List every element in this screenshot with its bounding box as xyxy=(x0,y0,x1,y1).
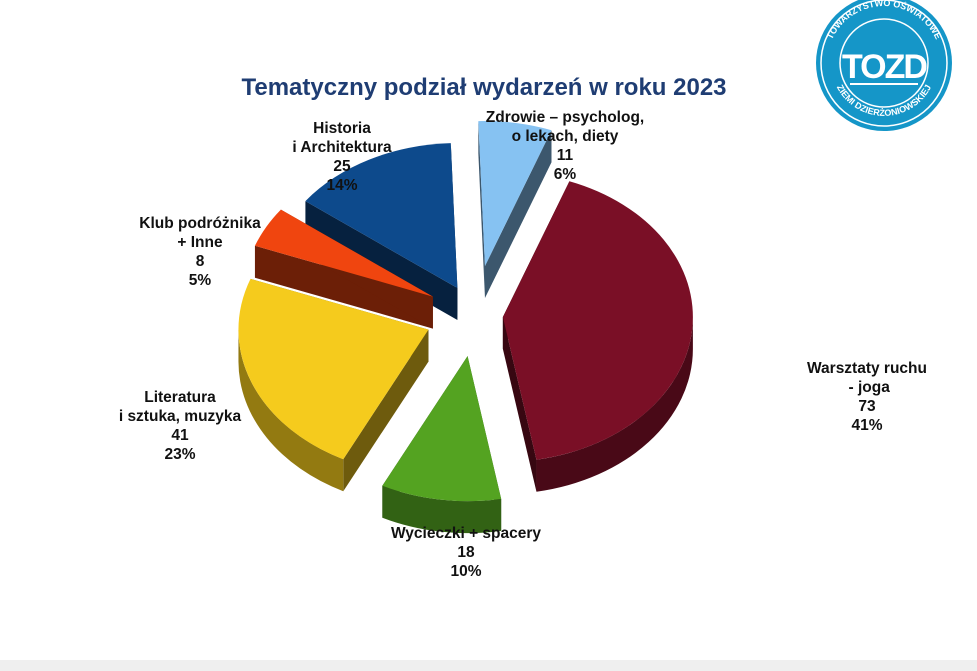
slice-label-percent: 41% xyxy=(851,417,882,434)
slice-side-wall xyxy=(502,317,537,492)
slice-side-wall xyxy=(478,121,485,299)
slice-top xyxy=(305,143,458,289)
slice-label: Wycieczki + spacery 18 10% xyxy=(391,525,541,580)
slice-top xyxy=(502,181,693,460)
slice-label-value: 8 xyxy=(196,253,205,270)
slice-label: Klub podróżnika + Inne 8 5% xyxy=(139,215,261,289)
slice-side-wall xyxy=(343,329,429,492)
pie-slices xyxy=(238,121,693,534)
slice-label-name: Literatura xyxy=(144,389,216,406)
slice-side-wall xyxy=(484,130,552,299)
pie-slice xyxy=(502,181,693,492)
pie-slice xyxy=(254,209,433,329)
chart-title: Tematyczny podział wydarzeń w roku 2023 xyxy=(241,74,726,101)
logo: TOWARZYSTWO OŚWIATOWE ZIEMI DZIERŻONIOWS… xyxy=(816,0,952,131)
slice-top xyxy=(238,278,429,460)
slice-rim xyxy=(382,485,502,534)
slice-label: Historia i Architektura 25 14% xyxy=(292,120,392,194)
slice-label-percent: 6% xyxy=(554,166,577,183)
pie-slice xyxy=(382,356,502,534)
slice-label-name: Klub podróżnika xyxy=(139,215,261,232)
slice-label-name: i sztuka, muzyka xyxy=(119,408,242,425)
slice-label-percent: 23% xyxy=(164,446,195,463)
slice-label: Zdrowie – psycholog, o lekach, diety 11 6% xyxy=(486,109,644,183)
slice-label-percent: 14% xyxy=(326,177,357,194)
slice-label-name: Zdrowie – psycholog, xyxy=(486,109,644,126)
slice-rim xyxy=(238,329,344,492)
pie-slice xyxy=(478,121,552,299)
slice-label-name: - joga xyxy=(844,379,890,396)
slice-label: Literatura i sztuka, muzyka 41 23% xyxy=(119,389,242,463)
logo-mark: TOZD xyxy=(842,48,927,86)
slice-label-value: 18 xyxy=(457,544,475,561)
slice-rim xyxy=(536,317,693,492)
slice-label-value: 73 xyxy=(858,398,876,415)
logo-disc xyxy=(816,0,952,131)
slice-label-name: + Inne xyxy=(177,234,223,251)
slice-label: Warsztaty ruchu - joga 73 41% xyxy=(807,360,927,434)
slice-side-wall xyxy=(254,245,433,329)
slice-label-value: 41 xyxy=(171,427,189,444)
slice-top xyxy=(478,121,552,267)
slice-label-value: 25 xyxy=(333,158,351,175)
slice-label-name: i Architektura xyxy=(292,139,392,156)
slice-top xyxy=(382,356,502,502)
slice-label-value: 11 xyxy=(557,147,574,164)
bottom-strip xyxy=(0,660,977,671)
slice-label-name: Wycieczki + spacery xyxy=(391,525,541,542)
slice-labels: Zdrowie – psycholog, o lekach, diety 11 6% W… xyxy=(119,109,927,580)
slice-label-name: Historia xyxy=(313,120,371,137)
slice-label-percent: 5% xyxy=(189,272,212,289)
slice-top xyxy=(254,209,433,297)
slice-label-name: Warsztaty ruchu xyxy=(807,360,927,377)
slice-label-percent: 10% xyxy=(450,563,481,580)
pie-slice xyxy=(238,278,429,492)
slice-label-name: o lekach, diety xyxy=(512,128,619,145)
